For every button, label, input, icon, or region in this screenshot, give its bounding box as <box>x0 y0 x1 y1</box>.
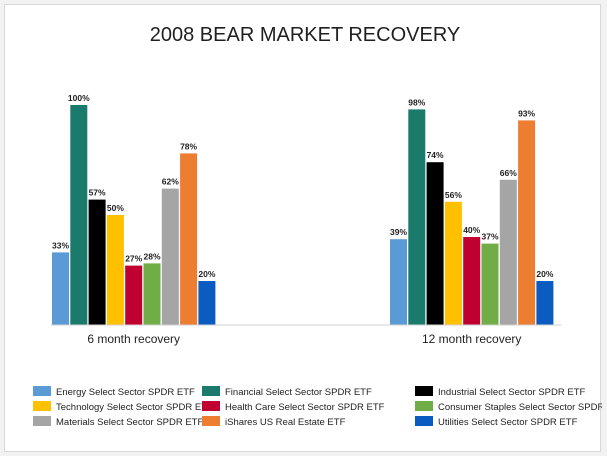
legend-swatch <box>33 416 51 426</box>
bar <box>463 237 481 325</box>
legend-swatch <box>202 416 220 426</box>
legend-label: iShares US Real Estate ETF <box>225 417 346 428</box>
data-label: 20% <box>198 269 215 279</box>
data-label: 37% <box>481 232 498 242</box>
legend-label: Financial Select Sector SPDR ETF <box>225 387 372 398</box>
legend-swatch <box>33 401 51 411</box>
legend-label: Industrial Select Sector SPDR ETF <box>438 387 585 398</box>
bar <box>161 188 179 325</box>
data-label: 93% <box>518 108 535 118</box>
data-label: 98% <box>408 97 425 107</box>
bar-chart: 2008 BEAR MARKET RECOVERY 33% 100% 57%50% 2… <box>33 24 602 428</box>
legend-item: Consumer Staples Select Sector SPDR ETF <box>415 401 602 413</box>
data-label: 20% <box>536 269 553 279</box>
bar <box>518 120 536 326</box>
bar <box>408 109 426 326</box>
bar <box>52 252 69 325</box>
legend-label: Energy Select Sector SPDR ETF <box>56 387 195 398</box>
bar <box>198 281 216 325</box>
legend-swatch <box>415 416 433 426</box>
bar <box>390 239 407 325</box>
bar <box>125 265 143 325</box>
data-label: 57% <box>89 188 106 198</box>
data-label: 78% <box>180 141 197 151</box>
legend-item: Materials Select Sector SPDR ETF <box>33 416 203 428</box>
legend-item: Financial Select Sector SPDR ETF <box>202 386 372 398</box>
legend-item: Energy Select Sector SPDR ETF <box>33 386 195 398</box>
category-label: 6 month recovery <box>87 332 180 346</box>
legend-swatch <box>415 386 433 396</box>
data-label: 40% <box>463 225 480 235</box>
bar <box>143 263 161 325</box>
data-label: 56% <box>445 190 462 200</box>
data-label: 100% <box>68 93 90 103</box>
legend-item: Utilities Select Sector SPDR ETF <box>415 416 578 428</box>
bar <box>426 162 444 325</box>
legend-label: Health Care Select Sector SPDR ETF <box>225 402 385 413</box>
legend-item: iShares US Real Estate ETF <box>202 416 346 428</box>
data-label: 39% <box>390 227 407 237</box>
bar <box>106 215 124 325</box>
legend-item: Technology Select Sector SPDR ETF <box>33 401 213 413</box>
legend-label: Technology Select Sector SPDR ETF <box>56 402 213 413</box>
chart-title: 2008 BEAR MARKET RECOVERY <box>150 24 461 46</box>
legend-label: Utilities Select Sector SPDR ETF <box>438 417 578 428</box>
data-label: 27% <box>125 254 142 264</box>
bar <box>444 201 462 325</box>
legend-swatch <box>415 401 433 411</box>
plot-area: 33% 100% 57%50% 27% 28% 62% 78% 20% 6 month reco… <box>52 93 554 346</box>
data-label: 74% <box>427 150 444 160</box>
legend-label: Materials Select Sector SPDR ETF <box>56 417 203 428</box>
data-label: 62% <box>162 177 179 187</box>
data-label: 50% <box>107 203 124 213</box>
data-label: 66% <box>500 168 517 178</box>
data-label: 33% <box>52 240 69 250</box>
chart-frame: 2008 BEAR MARKET RECOVERY 33% 100% 57% 50% 2… <box>4 4 602 452</box>
bar <box>481 243 499 325</box>
bar <box>180 153 198 325</box>
bar <box>70 105 88 325</box>
legend-label: Consumer Staples Select Sector SPDR ETF <box>438 402 602 413</box>
legend-item: Industrial Select Sector SPDR ETF <box>415 386 585 398</box>
legend-swatch <box>202 401 220 411</box>
bar <box>88 199 106 325</box>
bar <box>499 179 517 325</box>
data-label: 28% <box>143 251 160 261</box>
legend-swatch <box>202 386 220 396</box>
category-label: 12 month recovery <box>422 332 521 346</box>
legend: Energy Select Sector SPDR ETF Financial S… <box>33 386 602 428</box>
legend-item: Health Care Select Sector SPDR ETF <box>202 401 385 413</box>
bar <box>536 281 554 325</box>
legend-swatch <box>33 386 51 396</box>
